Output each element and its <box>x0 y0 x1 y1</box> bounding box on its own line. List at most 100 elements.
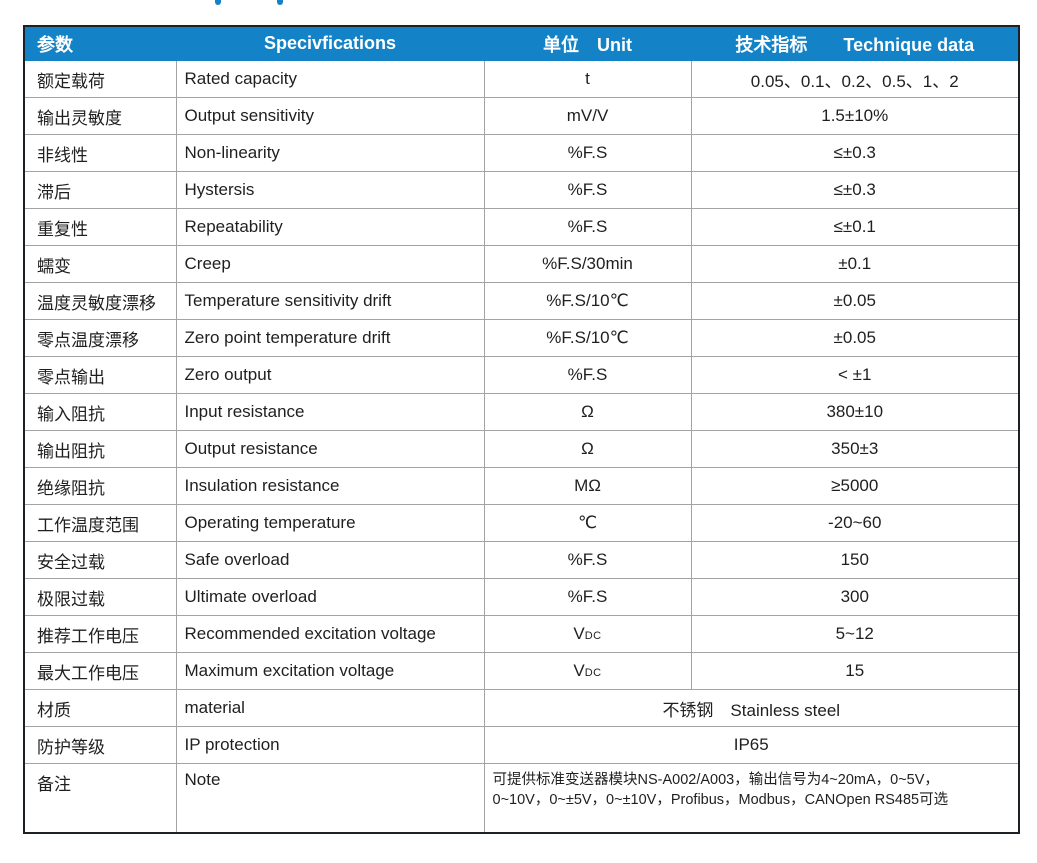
value-cell: ≤±0.3 <box>690 134 1020 172</box>
param-en-cell: Input resistance <box>175 393 485 431</box>
param-en-cell: Maximum excitation voltage <box>175 652 485 690</box>
param-en-cell: Zero output <box>175 356 485 394</box>
unit-cell: %F.S <box>483 541 692 579</box>
value-cell: ≤±0.1 <box>690 208 1020 246</box>
param-cn-cell: 温度灵敏度漂移 <box>23 282 177 320</box>
param-cn-cell: 非线性 <box>23 134 177 172</box>
value-cell: -20~60 <box>690 504 1020 542</box>
table-row: 温度灵敏度漂移 Temperature sensitivity drift %F… <box>23 282 1020 320</box>
unit-cell: %F.S <box>483 356 692 394</box>
column-header-specifications: Specivfications <box>175 25 485 61</box>
table-row: 蠕变 Creep %F.S/30min ±0.1 <box>23 245 1020 283</box>
unit-cell: %F.S/10℃ <box>483 282 692 320</box>
unit-cell: %F.S <box>483 171 692 209</box>
param-cn-cell: 材质 <box>23 689 177 727</box>
param-en-cell: Operating temperature <box>175 504 485 542</box>
value-cell: 15 <box>690 652 1020 690</box>
param-en-cell: Hystersis <box>175 171 485 209</box>
material-value-cell: 不锈钢 Stainless steel <box>483 689 1020 727</box>
value-cell: 380±10 <box>690 393 1020 431</box>
unit-cell: t <box>483 60 692 98</box>
table-row: 工作温度范围 Operating temperature ℃ -20~60 <box>23 504 1020 542</box>
unit-cell: MΩ <box>483 467 692 505</box>
unit-cell: %F.S <box>483 578 692 616</box>
param-cn-cell: 绝缘阻抗 <box>23 467 177 505</box>
value-cell: ≤±0.3 <box>690 171 1020 209</box>
table-row: 极限过载 Ultimate overload %F.S 300 <box>23 578 1020 616</box>
table-row: 重复性 Repeatability %F.S ≤±0.1 <box>23 208 1020 246</box>
param-en-cell: IP protection <box>175 726 485 764</box>
unit-cell: VDC <box>483 615 692 653</box>
unit-cell: Ω <box>483 430 692 468</box>
protection-value-cell: IP65 <box>483 726 1020 764</box>
unit-cell: VDC <box>483 652 692 690</box>
table-row: 输出阻抗 Output resistance Ω 350±3 <box>23 430 1020 468</box>
unit-cell: %F.S <box>483 134 692 172</box>
material-row: 材质 material 不锈钢 Stainless steel <box>23 689 1020 727</box>
param-cn-cell: 零点温度漂移 <box>23 319 177 357</box>
note-line-2: 0~10V，0~±5V，0~±10V，Profibus，Modbus，CANOp… <box>492 792 949 809</box>
table-row: 非线性 Non-linearity %F.S ≤±0.3 <box>23 134 1020 172</box>
param-en-cell: Output resistance <box>175 430 485 468</box>
table-row: 零点温度漂移 Zero point temperature drift %F.S… <box>23 319 1020 357</box>
table-row: 输出灵敏度 Output sensitivity mV/V 1.5±10% <box>23 97 1020 135</box>
table-row: 滞后 Hystersis %F.S ≤±0.3 <box>23 171 1020 209</box>
param-cn-cell: 防护等级 <box>23 726 177 764</box>
param-en-cell: Repeatability <box>175 208 485 246</box>
column-header-param: 参数 <box>23 25 177 61</box>
param-cn-cell: 极限过载 <box>23 578 177 616</box>
param-cn-cell: 滞后 <box>23 171 177 209</box>
unit-cell: %F.S/10℃ <box>483 319 692 357</box>
table-row: 安全过载 Safe overload %F.S 150 <box>23 541 1020 579</box>
param-cn-cell: 重复性 <box>23 208 177 246</box>
unit-cell: Ω <box>483 393 692 431</box>
value-cell: 350±3 <box>690 430 1020 468</box>
param-en-cell: Recommended excitation voltage <box>175 615 485 653</box>
unit-cell: mV/V <box>483 97 692 135</box>
param-en-cell: Rated capacity <box>175 60 485 98</box>
value-cell: ±0.05 <box>690 319 1020 357</box>
param-cn-cell: 输入阻抗 <box>23 393 177 431</box>
value-cell: ±0.1 <box>690 245 1020 283</box>
param-cn-cell: 安全过载 <box>23 541 177 579</box>
table-row: 额定载荷 Rated capacity t 0.05、0.1、0.2、0.5、1… <box>23 60 1020 98</box>
unit-vdc-main: V <box>573 624 585 643</box>
table-row: 输入阻抗 Input resistance Ω 380±10 <box>23 393 1020 431</box>
note-value-cell: 可提供标准变送器模块NS-A002/A003，输出信号为4~20mA，0~5V，… <box>483 763 1020 834</box>
note-line-1: 可提供标准变送器模块NS-A002/A003，输出信号为4~20mA，0~5V， <box>492 772 939 788</box>
param-en-cell: Non-linearity <box>175 134 485 172</box>
value-cell: ±0.05 <box>690 282 1020 320</box>
param-cn-cell: 工作温度范围 <box>23 504 177 542</box>
unit-vdc-sub: DC <box>584 667 602 679</box>
unit-cell: %F.S <box>483 208 692 246</box>
param-cn-cell: 零点输出 <box>23 356 177 394</box>
table-row: 绝缘阻抗 Insulation resistance MΩ ≥5000 <box>23 467 1020 505</box>
param-cn-cell: 备注 <box>23 763 177 834</box>
unit-cell: ℃ <box>483 504 692 542</box>
unit-vdc-main: V <box>573 661 585 680</box>
value-cell: 0.05、0.1、0.2、0.5、1、2 <box>690 60 1020 98</box>
unit-cell: %F.S/30min <box>483 245 692 283</box>
table-row: 最大工作电压 Maximum excitation voltage VDC 15 <box>23 652 1020 690</box>
param-en-cell: Insulation resistance <box>175 467 485 505</box>
table-row: 零点输出 Zero output %F.S < ±1 <box>23 356 1020 394</box>
value-cell: < ±1 <box>690 356 1020 394</box>
param-en-cell: Output sensitivity <box>175 97 485 135</box>
column-header-technique-data: 技术指标 Technique data <box>690 25 1020 61</box>
header-row: 参数 Specivfications 单位 Unit 技术指标 Techniqu… <box>23 25 1020 61</box>
unit-vdc-sub: DC <box>584 630 602 642</box>
cropped-heading-remnant <box>215 0 221 5</box>
param-en-cell: Temperature sensitivity drift <box>175 282 485 320</box>
cropped-heading-remnant <box>277 0 283 5</box>
param-cn-cell: 蠕变 <box>23 245 177 283</box>
column-header-unit: 单位 Unit <box>483 25 692 61</box>
param-en-cell: Creep <box>175 245 485 283</box>
param-en-cell: Safe overload <box>175 541 485 579</box>
param-cn-cell: 输出阻抗 <box>23 430 177 468</box>
param-cn-cell: 输出灵敏度 <box>23 97 177 135</box>
specifications-table: 参数 Specivfications 单位 Unit 技术指标 Techniqu… <box>23 25 1020 834</box>
param-cn-cell: 最大工作电压 <box>23 652 177 690</box>
value-cell: 5~12 <box>690 615 1020 653</box>
value-cell: 300 <box>690 578 1020 616</box>
